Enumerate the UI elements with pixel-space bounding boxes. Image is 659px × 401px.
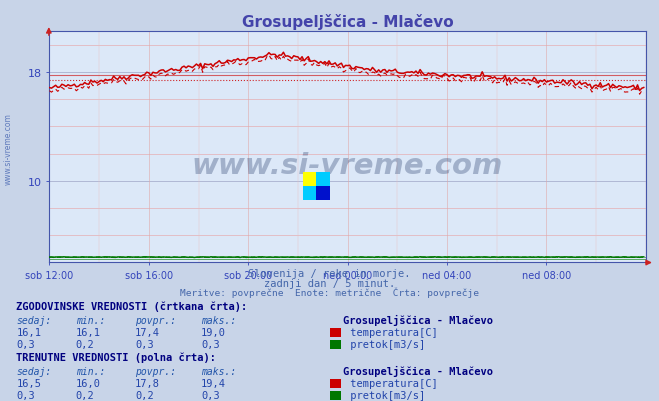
Text: 0,2: 0,2 <box>76 390 94 400</box>
Title: Grosupeljščica - Mlačevo: Grosupeljščica - Mlačevo <box>242 14 453 30</box>
Text: Slovenija / reke in morje.: Slovenija / reke in morje. <box>248 269 411 279</box>
Text: 0,3: 0,3 <box>201 339 219 349</box>
Text: ZGODOVINSKE VREDNOSTI (črtkana črta):: ZGODOVINSKE VREDNOSTI (črtkana črta): <box>16 300 248 311</box>
Text: TRENUTNE VREDNOSTI (polna črta):: TRENUTNE VREDNOSTI (polna črta): <box>16 352 216 362</box>
Text: 19,4: 19,4 <box>201 378 226 388</box>
Text: 0,3: 0,3 <box>201 390 219 400</box>
Text: www.si-vreme.com: www.si-vreme.com <box>192 152 503 180</box>
Text: maks.:: maks.: <box>201 366 236 376</box>
Text: sedaj:: sedaj: <box>16 315 51 325</box>
Text: temperatura[C]: temperatura[C] <box>344 378 438 388</box>
Text: 0,3: 0,3 <box>16 390 35 400</box>
Text: sedaj:: sedaj: <box>16 366 51 376</box>
Text: povpr.:: povpr.: <box>135 366 176 376</box>
Text: 0,3: 0,3 <box>135 339 154 349</box>
Text: pretok[m3/s]: pretok[m3/s] <box>344 390 425 400</box>
Text: 16,5: 16,5 <box>16 378 42 388</box>
Text: 16,1: 16,1 <box>76 327 101 337</box>
Text: 19,0: 19,0 <box>201 327 226 337</box>
Text: 16,0: 16,0 <box>76 378 101 388</box>
Text: Meritve: povprečne  Enote: metrične  Črta: povprečje: Meritve: povprečne Enote: metrične Črta:… <box>180 287 479 297</box>
Text: 17,8: 17,8 <box>135 378 160 388</box>
Text: Grosupeljščica - Mlačevo: Grosupeljščica - Mlačevo <box>343 365 493 376</box>
Text: temperatura[C]: temperatura[C] <box>344 327 438 337</box>
Text: 0,3: 0,3 <box>16 339 35 349</box>
Text: 0,2: 0,2 <box>135 390 154 400</box>
Text: pretok[m3/s]: pretok[m3/s] <box>344 339 425 349</box>
Text: povpr.:: povpr.: <box>135 315 176 325</box>
Text: 16,1: 16,1 <box>16 327 42 337</box>
Text: 17,4: 17,4 <box>135 327 160 337</box>
Text: maks.:: maks.: <box>201 315 236 325</box>
Text: 0,2: 0,2 <box>76 339 94 349</box>
Text: min.:: min.: <box>76 315 105 325</box>
Text: min.:: min.: <box>76 366 105 376</box>
Text: www.si-vreme.com: www.si-vreme.com <box>4 113 13 184</box>
Text: Grosupeljščica - Mlačevo: Grosupeljščica - Mlačevo <box>343 314 493 325</box>
Text: zadnji dan / 5 minut.: zadnji dan / 5 minut. <box>264 278 395 288</box>
